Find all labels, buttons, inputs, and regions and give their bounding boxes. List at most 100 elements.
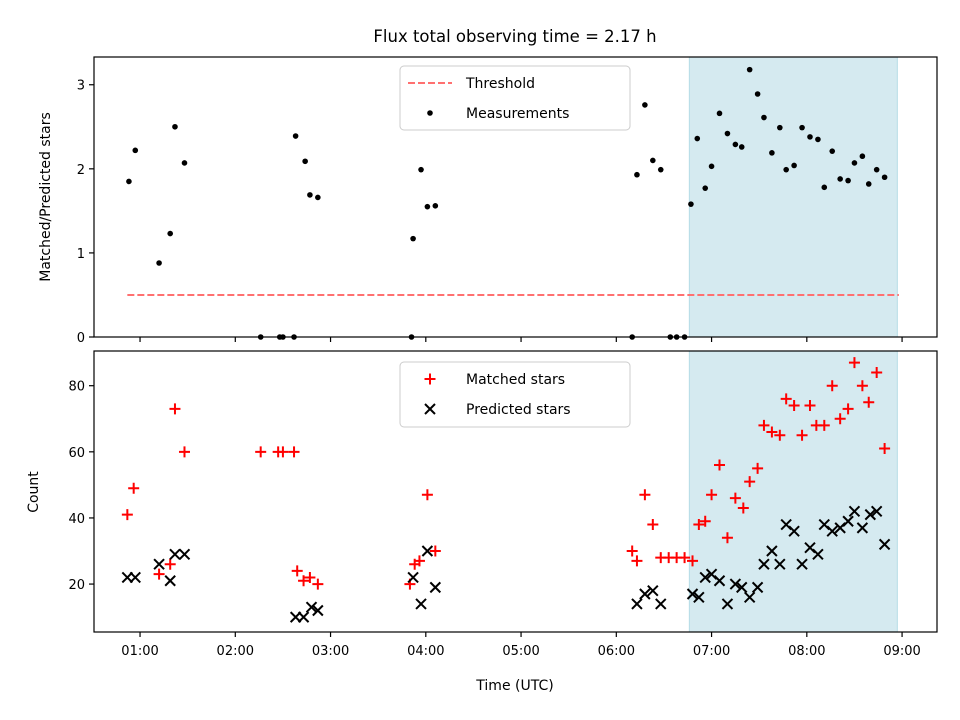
predicted-star-marker xyxy=(826,525,838,537)
measurement-point xyxy=(837,176,843,182)
y-tick-label: 40 xyxy=(68,512,85,527)
predicted-star-marker xyxy=(736,581,748,594)
matched-star-marker xyxy=(128,482,140,494)
x-tick-label: 09:00 xyxy=(883,644,920,659)
measurement-point xyxy=(126,178,132,185)
measurement-point xyxy=(799,124,805,131)
predicted-star-marker xyxy=(655,598,667,610)
predicted-star-marker xyxy=(721,598,734,610)
matched-star-marker xyxy=(255,446,267,458)
matched-star-marker xyxy=(312,578,324,590)
predicted-star-marker xyxy=(758,558,770,570)
predicted-star-marker xyxy=(305,601,318,613)
x-tick-label: 03:00 xyxy=(312,644,349,659)
axes-frame xyxy=(93,350,938,633)
x-tick-label: 06:00 xyxy=(598,644,635,659)
measurement-point xyxy=(791,162,797,169)
legend-label: Predicted stars xyxy=(466,402,571,418)
measurement-point xyxy=(181,160,188,166)
matched-star-marker xyxy=(879,443,891,455)
matched-star-marker xyxy=(647,519,659,531)
measurement-point xyxy=(829,148,836,154)
matched-star-marker xyxy=(842,403,854,415)
x-tick-label: 05:00 xyxy=(502,644,539,659)
predicted-star-marker xyxy=(686,588,699,600)
measurement-point xyxy=(307,192,313,198)
measurement-point xyxy=(738,144,745,150)
predicted-star-marker xyxy=(848,505,861,518)
measurement-point xyxy=(650,157,656,164)
matched-star-marker xyxy=(693,519,705,531)
measurement-point xyxy=(167,230,174,237)
measurement-point xyxy=(418,166,424,173)
measurement-point xyxy=(746,66,753,73)
matched-star-marker xyxy=(774,429,786,441)
predicted-star-marker xyxy=(631,598,643,610)
y-tick-label: 80 xyxy=(68,380,85,395)
matched-star-marker xyxy=(752,462,764,474)
x-tick-label: 02:00 xyxy=(217,644,254,659)
predicted-star-marker xyxy=(729,578,742,590)
measurement-point xyxy=(702,185,709,191)
predicted-star-marker xyxy=(407,571,419,584)
measurement-point xyxy=(172,123,178,130)
matched-star-marker xyxy=(277,446,289,458)
x-axis-label: Time (UTC) xyxy=(475,678,553,694)
matched-star-marker xyxy=(788,400,800,412)
matched-star-marker xyxy=(687,555,699,567)
matched-star-marker xyxy=(848,357,860,369)
predicted-star-marker xyxy=(774,558,786,570)
matched-star-marker xyxy=(826,380,838,392)
measurement-point xyxy=(845,177,851,184)
matched-star-marker xyxy=(780,393,792,405)
legend-label: Measurements xyxy=(466,106,569,122)
y-tick-label: 2 xyxy=(77,163,85,178)
measurement-point xyxy=(815,136,821,143)
matched-star-marker xyxy=(421,489,433,501)
predicted-star-marker xyxy=(751,581,764,594)
predicted-star-marker xyxy=(812,548,824,561)
matched-star-marker xyxy=(679,552,691,564)
measurement-point xyxy=(315,194,321,201)
matched-star-marker xyxy=(699,515,711,527)
measurement-point xyxy=(657,166,664,173)
matched-star-marker xyxy=(429,545,441,557)
legend-matched-key xyxy=(424,373,436,385)
measurement-point xyxy=(859,153,866,160)
measurement-point xyxy=(761,114,767,121)
matched-star-marker xyxy=(834,413,846,425)
predicted-star-marker xyxy=(699,571,711,584)
legend-predicted-key xyxy=(424,403,436,415)
measurement-point xyxy=(424,203,431,210)
predicted-star-marker xyxy=(178,548,191,561)
measurement-point xyxy=(292,133,299,139)
matched-star-marker xyxy=(721,532,733,544)
top-y-axis-label: Matched/Predicted stars xyxy=(38,112,54,282)
matched-star-marker xyxy=(863,396,875,408)
bottom-y-axis-label: Count xyxy=(26,471,42,513)
predicted-star-marker xyxy=(856,522,869,534)
measurement-point xyxy=(851,160,858,166)
predicted-star-marker xyxy=(693,591,705,603)
predicted-star-marker xyxy=(713,575,726,587)
y-tick-label: 0 xyxy=(77,331,85,346)
matched-star-marker xyxy=(818,419,830,431)
predicted-star-marker xyxy=(766,545,778,557)
matched-star-marker xyxy=(804,400,816,412)
y-tick-label: 60 xyxy=(68,446,85,461)
predicted-star-marker xyxy=(788,525,800,537)
measurement-point xyxy=(865,181,872,187)
measurement-point xyxy=(432,203,439,209)
measurement-point xyxy=(754,91,761,97)
measurement-point xyxy=(688,201,694,207)
measurement-point xyxy=(873,166,880,173)
predicted-star-marker xyxy=(429,581,442,594)
y-tick-label: 20 xyxy=(68,578,85,593)
predicted-star-marker xyxy=(169,548,181,561)
top-panel: 0 1 2 3 Threshold Measurements xyxy=(77,56,938,346)
matched-star-marker xyxy=(714,459,726,471)
measurement-point xyxy=(156,260,162,266)
matched-star-marker xyxy=(796,429,808,441)
matched-star-marker xyxy=(744,476,756,488)
